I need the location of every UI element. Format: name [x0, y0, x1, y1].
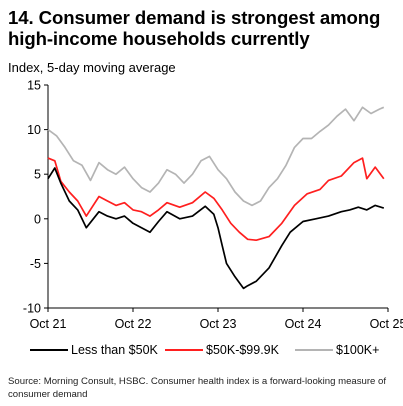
x-tick-label: Oct 21 [30, 317, 67, 331]
x-tick-label: Oct 24 [285, 317, 322, 331]
legend-item-100k-plus: $100K+ [295, 341, 379, 359]
series-layer [47, 106, 385, 290]
chart-legend: Less than $50K $50K-$99.9K $100K+ [30, 341, 400, 359]
legend-item-50k-99k: $50K-$99.9K [165, 341, 279, 359]
series-50k-99k [47, 157, 385, 242]
y-tick-label: -10 [23, 302, 41, 316]
legend-label-100k-plus: $100K+ [336, 343, 380, 357]
x-tick-label: Oct 23 [200, 317, 237, 331]
chart-title: 14. Consumer demand is strongest among h… [8, 7, 381, 49]
series-100k-plus [47, 106, 385, 207]
chart-subtitle: Index, 5-day moving average [8, 60, 176, 75]
legend-swatch-50k-99k [165, 349, 203, 351]
chart-axes [44, 84, 389, 312]
legend-swatch-100k-plus [295, 349, 333, 351]
x-tick-label: Oct 22 [115, 317, 152, 331]
legend-swatch-less-than-50k [30, 349, 68, 351]
source-note: Source: Morning Consult, HSBC. Consumer … [8, 376, 387, 400]
y-tick-label: 5 [34, 168, 41, 182]
x-tick-label: Oct 25 [370, 317, 403, 331]
y-tick-label: 15 [27, 79, 41, 93]
y-tick-label: 0 [34, 212, 41, 226]
series-less-than-50k [47, 167, 385, 290]
legend-label-less-than-50k: Less than $50K [71, 343, 158, 357]
legend-label-50k-99k: $50K-$99.9K [206, 343, 279, 357]
y-tick-label: 10 [27, 123, 41, 137]
legend-item-less-than-50k: Less than $50K [30, 341, 158, 359]
y-tick-label: -5 [30, 257, 41, 271]
